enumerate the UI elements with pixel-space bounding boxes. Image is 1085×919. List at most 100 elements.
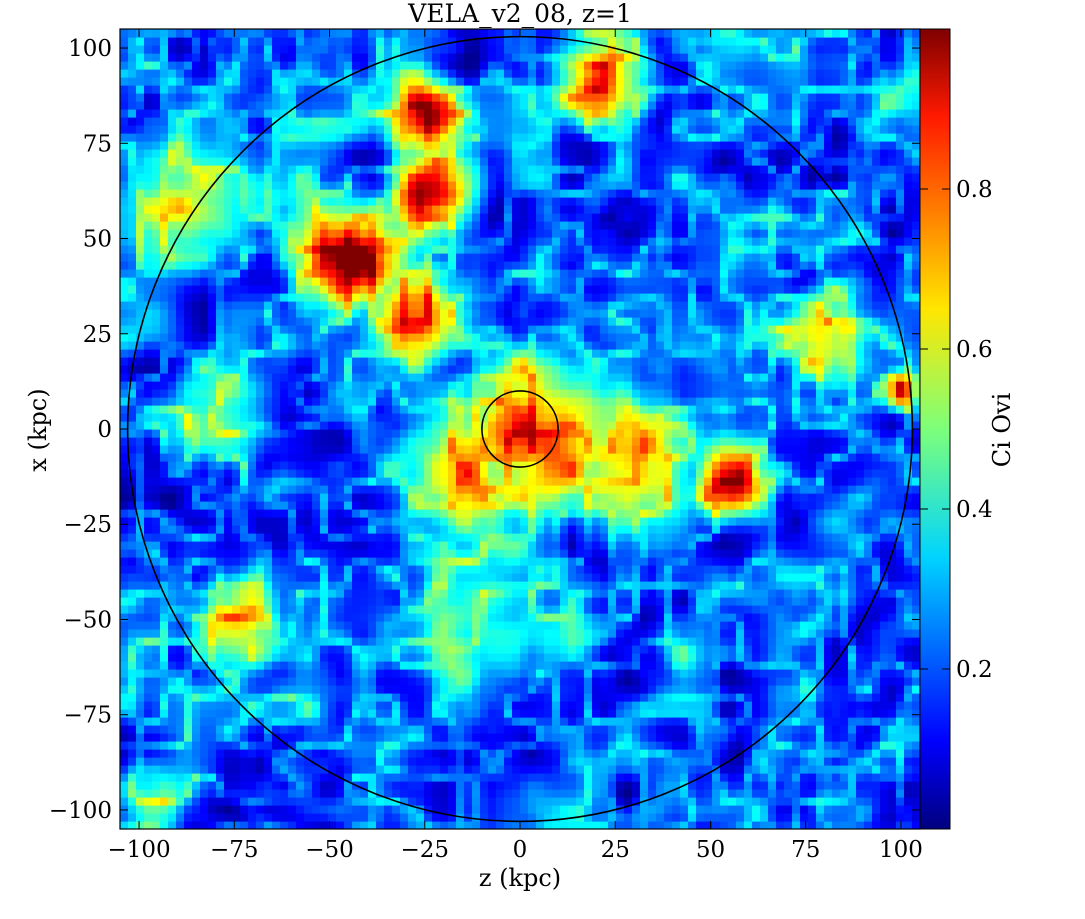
heatmap-cell bbox=[280, 773, 289, 782]
heatmap-cell bbox=[488, 653, 497, 662]
heatmap-cell bbox=[120, 757, 129, 766]
heatmap-cell bbox=[200, 45, 209, 54]
heatmap-cell bbox=[368, 589, 377, 598]
heatmap-cell bbox=[352, 461, 361, 470]
heatmap-cell bbox=[312, 213, 321, 222]
heatmap-cell bbox=[248, 485, 257, 494]
heatmap-cell bbox=[240, 693, 249, 702]
heatmap-cell bbox=[424, 629, 433, 638]
heatmap-cell bbox=[512, 565, 521, 574]
heatmap-cell bbox=[512, 109, 521, 118]
heatmap-cell bbox=[144, 333, 153, 342]
heatmap-cell bbox=[312, 333, 321, 342]
heatmap-cell bbox=[216, 341, 225, 350]
heatmap-cell bbox=[224, 405, 233, 414]
heatmap-cell bbox=[456, 637, 465, 646]
heatmap-cell bbox=[280, 309, 289, 318]
heatmap-cell bbox=[232, 61, 241, 70]
heatmap-cell bbox=[256, 269, 265, 278]
heatmap-cell bbox=[184, 701, 193, 710]
heatmap-cell bbox=[368, 493, 377, 502]
heatmap-cell bbox=[464, 53, 473, 62]
heatmap-cell bbox=[352, 629, 361, 638]
heatmap-cell bbox=[280, 701, 289, 710]
heatmap-cell bbox=[320, 429, 329, 438]
heatmap-cell bbox=[160, 37, 169, 46]
heatmap-cell bbox=[304, 253, 313, 262]
heatmap-cell bbox=[256, 669, 265, 678]
heatmap-cell bbox=[272, 237, 281, 246]
heatmap-cell bbox=[264, 509, 273, 518]
heatmap-cell bbox=[120, 77, 129, 86]
heatmap-cell bbox=[256, 413, 265, 422]
heatmap-cell bbox=[160, 197, 169, 206]
heatmap-cell bbox=[384, 333, 393, 342]
heatmap-cell bbox=[416, 589, 425, 598]
heatmap-cell bbox=[240, 85, 249, 94]
heatmap-cell bbox=[320, 693, 329, 702]
heatmap-cell bbox=[400, 61, 409, 70]
heatmap-cell bbox=[192, 613, 201, 622]
heatmap-cell bbox=[416, 405, 425, 414]
heatmap-cell bbox=[120, 813, 129, 822]
heatmap-cell bbox=[168, 597, 177, 606]
heatmap-cell bbox=[272, 269, 281, 278]
heatmap-cell bbox=[360, 61, 369, 70]
heatmap-cell bbox=[504, 173, 513, 182]
heatmap-cell bbox=[320, 685, 329, 694]
heatmap-cell bbox=[208, 709, 217, 718]
heatmap-cell bbox=[512, 221, 521, 230]
heatmap-cell bbox=[192, 325, 201, 334]
heatmap-cell bbox=[416, 69, 425, 78]
heatmap-cell bbox=[152, 749, 161, 758]
heatmap-cell bbox=[120, 325, 129, 334]
heatmap-cell bbox=[200, 733, 209, 742]
heatmap-cell bbox=[256, 653, 265, 662]
heatmap-cell bbox=[472, 485, 481, 494]
heatmap-cell bbox=[496, 285, 505, 294]
heatmap-cell bbox=[280, 365, 289, 374]
heatmap-cell bbox=[464, 621, 473, 630]
heatmap-cell bbox=[432, 437, 441, 446]
heatmap-cell bbox=[408, 637, 417, 646]
heatmap-cell bbox=[488, 645, 497, 654]
heatmap-cell bbox=[232, 565, 241, 574]
heatmap-cell bbox=[240, 645, 249, 654]
heatmap-cell bbox=[352, 285, 361, 294]
heatmap-cell bbox=[232, 557, 241, 566]
heatmap-cell bbox=[176, 45, 185, 54]
heatmap-cell bbox=[128, 749, 137, 758]
heatmap-cell bbox=[136, 333, 145, 342]
heatmap-cell bbox=[320, 789, 329, 798]
heatmap-cell bbox=[120, 765, 129, 774]
heatmap-cell bbox=[224, 533, 233, 542]
heatmap-cell bbox=[160, 269, 169, 278]
heatmap-cell bbox=[400, 301, 409, 310]
heatmap-cell bbox=[400, 333, 409, 342]
heatmap-cell bbox=[160, 77, 169, 86]
heatmap-cell bbox=[392, 717, 401, 726]
heatmap-cell bbox=[208, 429, 217, 438]
heatmap-cell bbox=[360, 181, 369, 190]
heatmap-cell bbox=[216, 141, 225, 150]
heatmap-cell bbox=[328, 253, 337, 262]
heatmap-cell bbox=[320, 141, 329, 150]
heatmap-cell bbox=[272, 813, 281, 822]
heatmap-cell bbox=[424, 533, 433, 542]
heatmap-cell bbox=[296, 517, 305, 526]
heatmap-cell bbox=[392, 765, 401, 774]
heatmap-cell bbox=[456, 349, 465, 358]
heatmap-cell bbox=[472, 349, 481, 358]
heatmap-cell bbox=[288, 541, 297, 550]
heatmap-cell bbox=[432, 645, 441, 654]
heatmap-cell bbox=[280, 85, 289, 94]
heatmap-cell bbox=[360, 437, 369, 446]
heatmap-cell bbox=[392, 245, 401, 254]
heatmap-cell bbox=[408, 805, 417, 814]
heatmap-cell bbox=[200, 669, 209, 678]
heatmap-cell bbox=[144, 373, 153, 382]
heatmap-cell bbox=[304, 549, 313, 558]
heatmap-cell bbox=[296, 645, 305, 654]
heatmap-cell bbox=[448, 213, 457, 222]
heatmap-cell bbox=[248, 421, 257, 430]
